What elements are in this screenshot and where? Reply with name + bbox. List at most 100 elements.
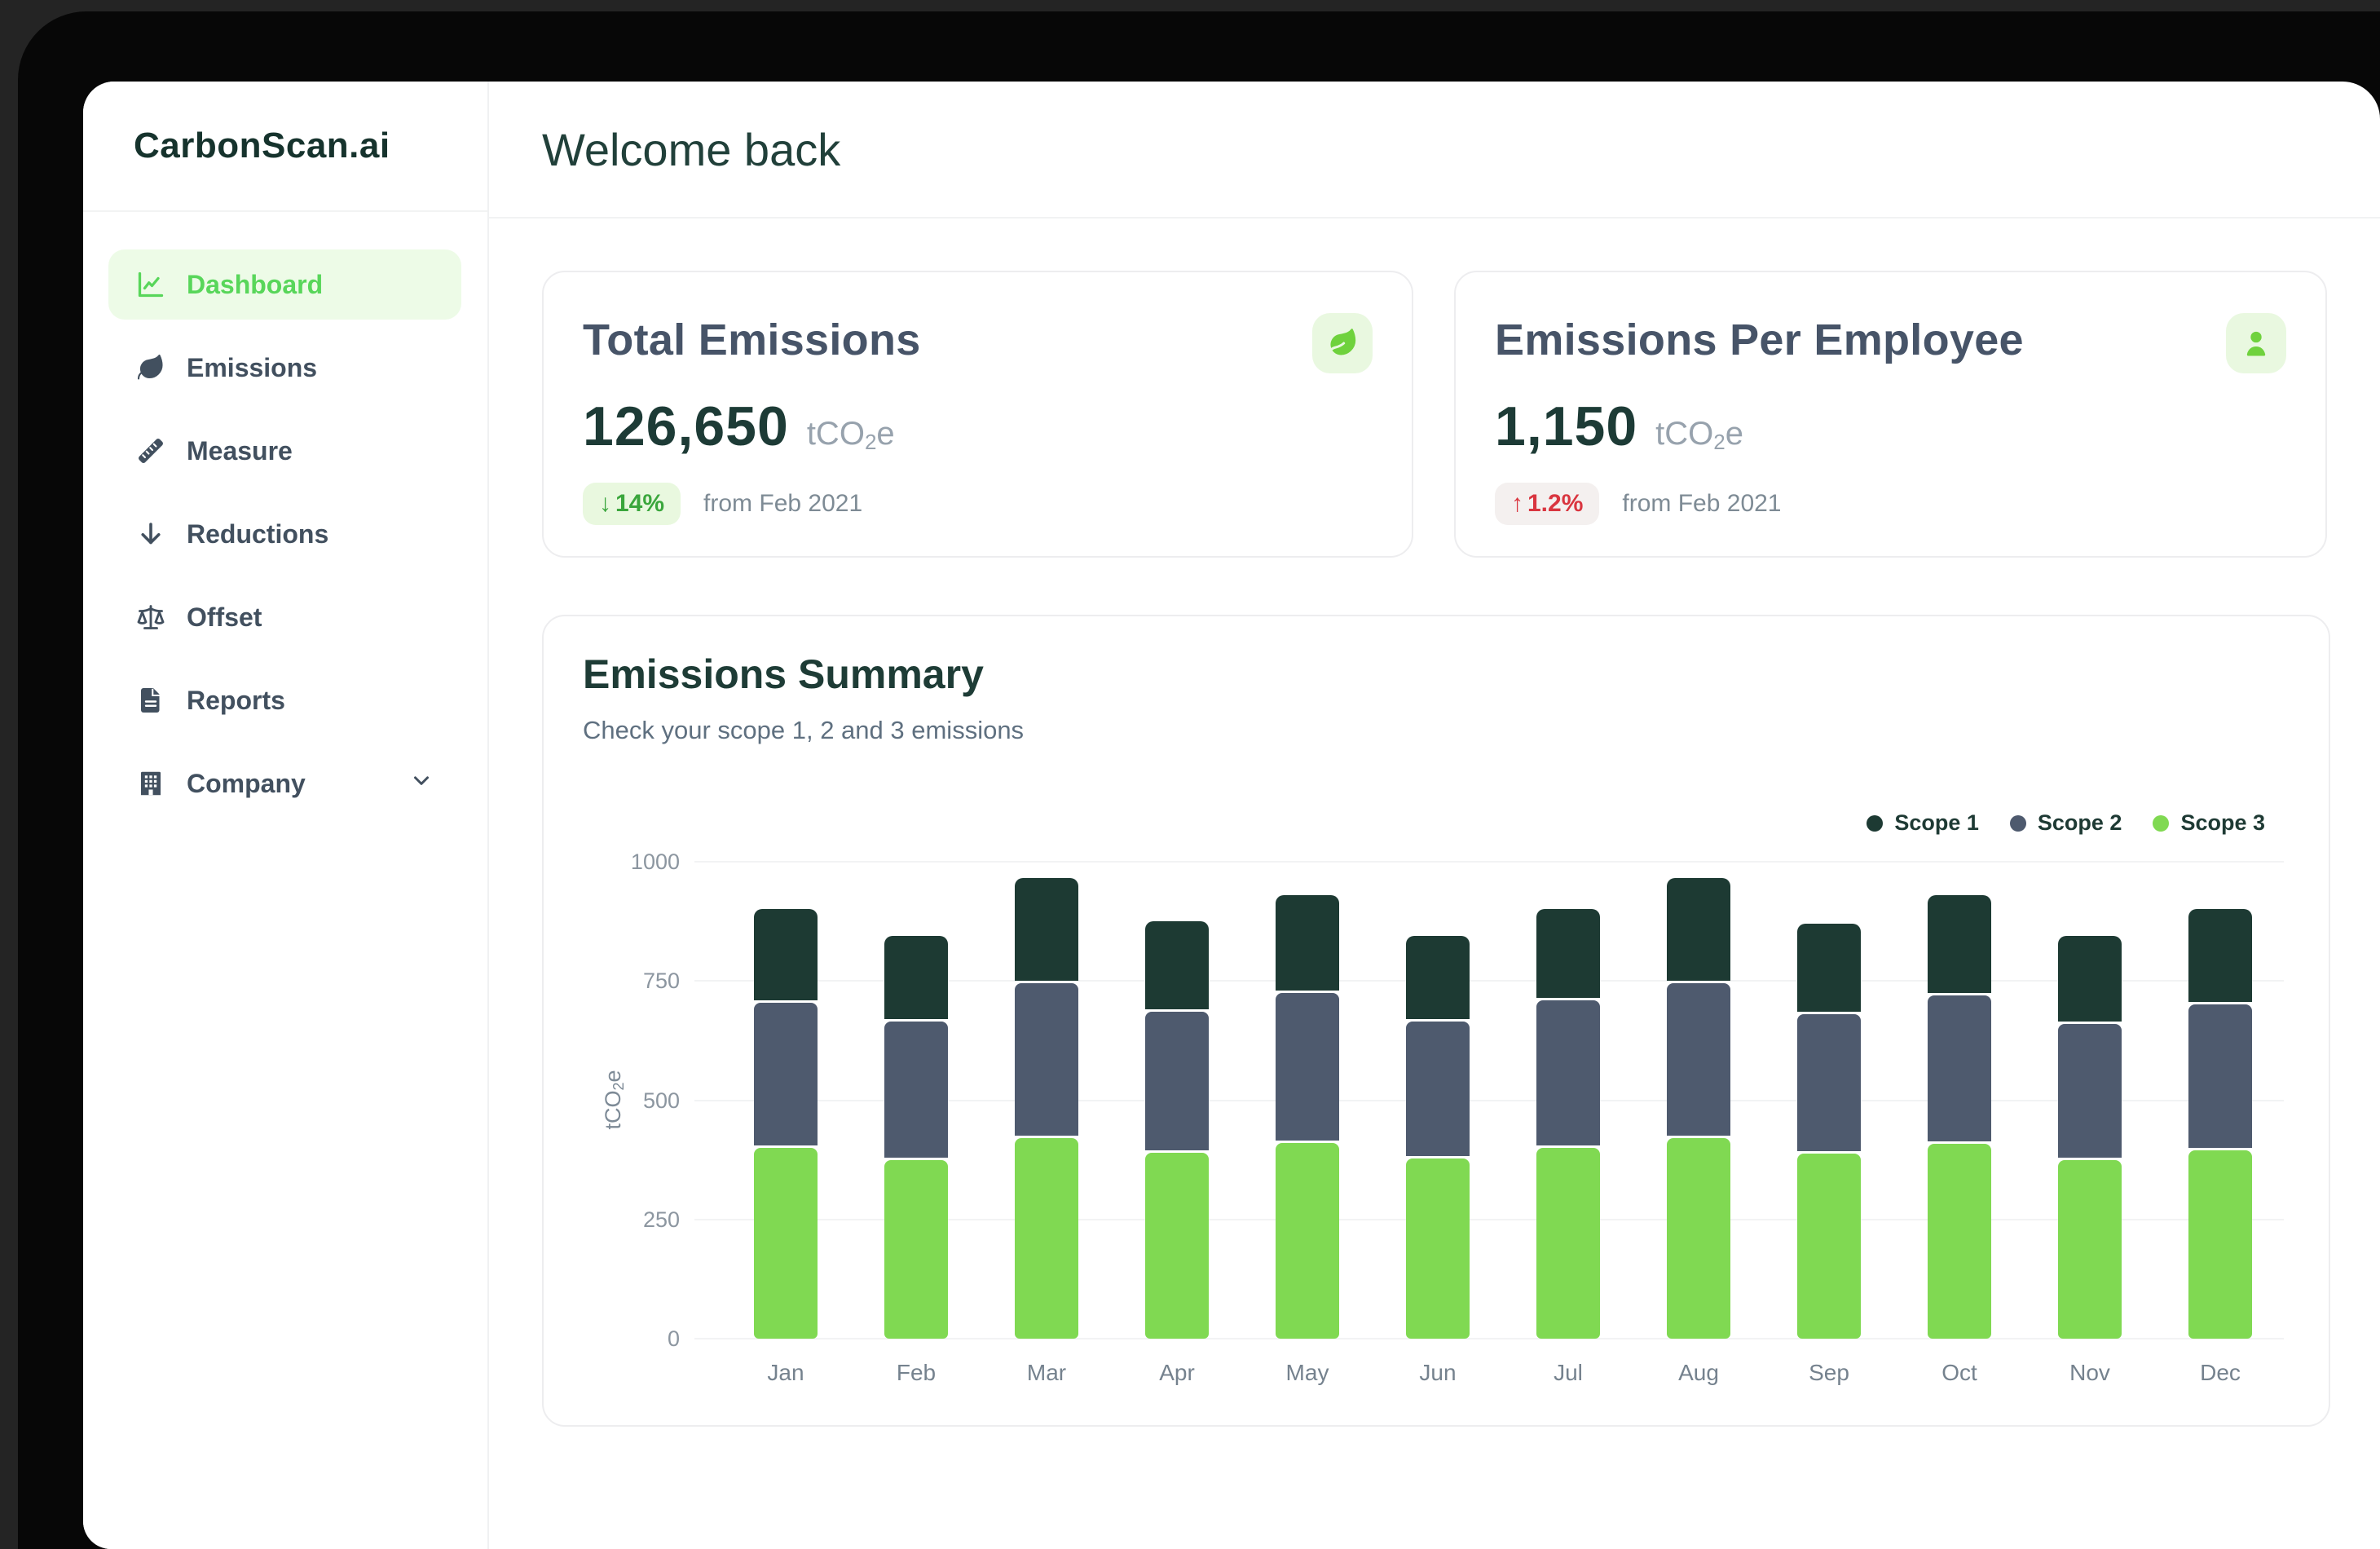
bar-segment-scope-3	[1536, 1148, 1600, 1339]
bar-column-jul	[1536, 909, 1600, 1339]
sidebar-item-label: Emissions	[187, 352, 318, 382]
bar-segment-scope-1	[1536, 909, 1600, 998]
chart-plot-area	[694, 861, 2284, 1339]
bar-segment-scope-2	[1667, 983, 1730, 1136]
bar-segment-scope-3	[1145, 1152, 1209, 1339]
bar-column-apr	[1145, 921, 1209, 1339]
stat-card-title: Emissions Per Employee	[1495, 316, 2024, 364]
legend-item-scope-2[interactable]: Scope 2	[2009, 810, 2122, 836]
bar-segment-scope-1	[1015, 878, 1078, 982]
legend-dot	[1867, 814, 1884, 832]
sidebar-item-label: Reports	[187, 685, 285, 715]
person-badge-icon	[2226, 313, 2286, 373]
bar-segment-scope-3	[1406, 1158, 1470, 1339]
bar-column-oct	[1928, 894, 1991, 1339]
stat-card-emissions-per-employee: Emissions Per Employee 1,150 tCO2e ↑ 1.2%…	[1454, 271, 2327, 558]
x-tick-label: Jan	[767, 1360, 804, 1385]
bar-segment-scope-2	[1536, 1000, 1600, 1145]
sidebar-item-reports[interactable]: Reports	[108, 665, 461, 735]
bar-segment-scope-3	[1667, 1138, 1730, 1339]
bar-segment-scope-3	[1015, 1138, 1078, 1339]
bar-segment-scope-3	[1928, 1144, 1991, 1339]
leaf-badge-icon	[1312, 313, 1373, 373]
x-tick-label: Jul	[1554, 1360, 1583, 1385]
sidebar: CarbonScan.ai Dashboard Emissions Measure R…	[83, 82, 489, 1549]
y-tick-label: 250	[642, 1207, 680, 1232]
x-tick-label: Jun	[1419, 1360, 1457, 1385]
y-tick-label: 750	[642, 969, 680, 994]
bar-column-jan	[754, 909, 818, 1339]
header-divider	[489, 217, 2380, 218]
sidebar-item-reductions[interactable]: Reductions	[108, 499, 461, 569]
bar-column-aug	[1667, 878, 1730, 1339]
sidebar-item-label: Dashboard	[187, 269, 324, 299]
sidebar-item-label: Reductions	[187, 519, 329, 549]
bar-column-jun	[1406, 935, 1470, 1339]
bar-segment-scope-2	[2188, 1004, 2252, 1148]
sidebar-item-label: Measure	[187, 435, 293, 466]
bar-segment-scope-1	[1667, 878, 1730, 982]
bar-segment-scope-1	[2188, 909, 2252, 1003]
bar-segment-scope-1	[1797, 923, 1861, 1013]
building-icon	[136, 769, 165, 798]
chevron-down-icon[interactable]	[409, 768, 434, 799]
bar-segment-scope-3	[2188, 1150, 2252, 1339]
sidebar-item-label: Company	[187, 768, 306, 798]
bar-segment-scope-1	[754, 909, 818, 1000]
chart-title: Emissions Summary	[583, 651, 984, 697]
x-tick-label: May	[1285, 1360, 1329, 1385]
file-text-icon	[136, 686, 165, 715]
gridline	[694, 861, 2284, 863]
legend-item-scope-1[interactable]: Scope 1	[1867, 810, 1979, 836]
arrow-down-icon	[136, 519, 165, 549]
delta-badge: ↑ 1.2%	[1495, 483, 1600, 525]
brand-logo[interactable]: CarbonScan.ai	[134, 126, 390, 165]
bar-segment-scope-2	[754, 1002, 818, 1145]
bar-column-sep	[1797, 923, 1861, 1339]
x-tick-label: Sep	[1809, 1360, 1849, 1385]
y-tick-label: 500	[642, 1088, 680, 1113]
legend-label: Scope 2	[2037, 810, 2122, 835]
delta-period: from Feb 2021	[703, 490, 863, 517]
x-tick-label: Oct	[1941, 1360, 1977, 1385]
stat-card-total-emissions: Total Emissions 126,650 tCO2e ↓ 14% from …	[542, 271, 1413, 558]
bar-segment-scope-1	[1406, 935, 1470, 1019]
x-tick-label: Nov	[2069, 1360, 2110, 1385]
bar-segment-scope-3	[1797, 1154, 1861, 1339]
bar-segment-scope-3	[2058, 1159, 2122, 1339]
stat-card-title: Total Emissions	[583, 316, 921, 364]
x-tick-label: Dec	[2200, 1360, 2241, 1385]
x-tick-label: Mar	[1026, 1360, 1067, 1385]
chart-line-icon	[136, 270, 165, 299]
y-tick-label: 0	[667, 1326, 680, 1351]
sidebar-item-dashboard[interactable]: Dashboard	[108, 249, 461, 320]
sidebar-item-measure[interactable]: Measure	[108, 416, 461, 486]
bar-column-mar	[1015, 878, 1078, 1339]
legend-item-scope-3[interactable]: Scope 3	[2153, 810, 2265, 836]
stat-unit: tCO2e	[806, 416, 895, 454]
arrow-down-glyph: ↓	[599, 490, 611, 517]
stat-value: 126,650	[583, 395, 789, 457]
bar-column-nov	[2058, 935, 2122, 1339]
delta-badge: ↓ 14%	[583, 483, 681, 525]
bar-segment-scope-2	[1145, 1012, 1209, 1150]
stat-value-row: 1,150 tCO2e	[1495, 395, 2286, 458]
sidebar-item-emissions[interactable]: Emissions	[108, 333, 461, 403]
bar-column-may	[1276, 894, 1339, 1339]
chart-legend: Scope 1 Scope 2 Scope 3	[1867, 810, 2265, 836]
bar-segment-scope-1	[1145, 921, 1209, 1010]
sidebar-nav: Dashboard Emissions Measure Reductions Offse…	[108, 249, 461, 832]
stat-unit: tCO2e	[1655, 416, 1744, 454]
x-tick-label: Aug	[1678, 1360, 1719, 1385]
legend-dot	[2153, 814, 2170, 832]
bar-segment-scope-1	[884, 935, 948, 1019]
bar-segment-scope-2	[2058, 1023, 2122, 1158]
bar-segment-scope-2	[1276, 992, 1339, 1141]
y-tick-label: 1000	[630, 850, 680, 874]
bar-segment-scope-2	[884, 1021, 948, 1158]
sidebar-item-company[interactable]: Company	[108, 748, 461, 819]
bar-segment-scope-3	[1276, 1143, 1339, 1339]
bar-column-feb	[884, 935, 948, 1339]
sidebar-item-offset[interactable]: Offset	[108, 582, 461, 652]
